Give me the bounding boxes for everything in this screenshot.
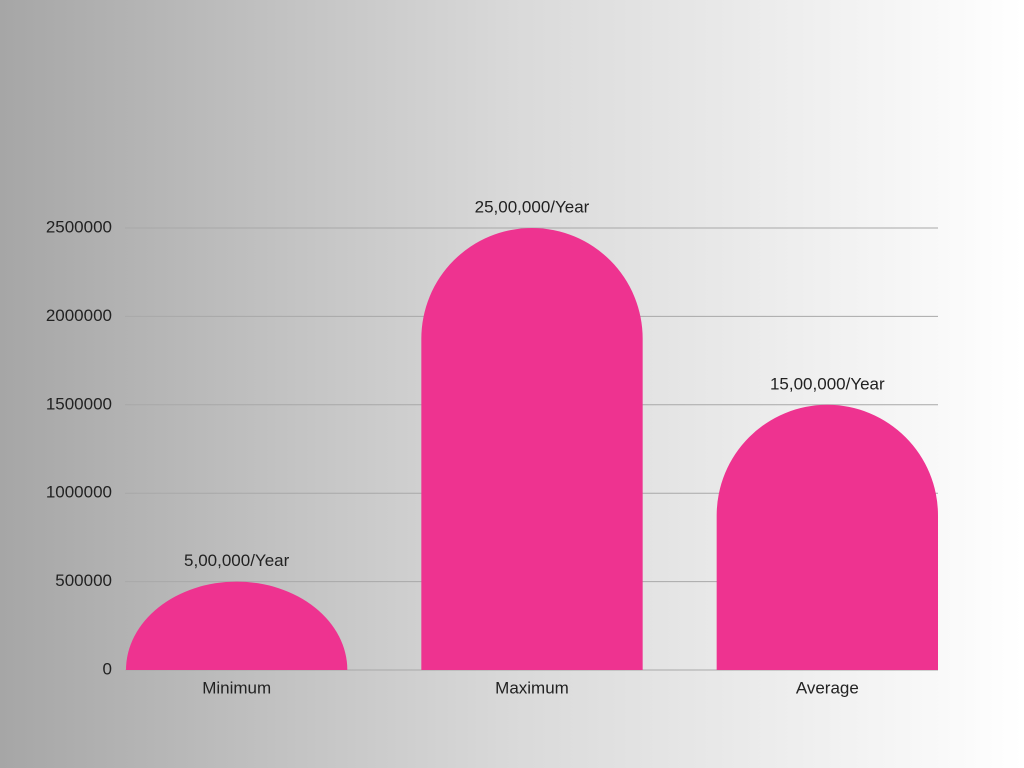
bar: [716, 404, 938, 670]
value-label: 5,00,000/Year: [184, 551, 290, 570]
value-label: 25,00,000/Year: [475, 197, 590, 216]
bar: [421, 228, 643, 670]
y-tick-label: 500000: [55, 571, 112, 590]
y-tick-label: 1500000: [46, 394, 112, 413]
y-tick-label: 2000000: [46, 306, 112, 325]
x-tick-label: Maximum: [495, 678, 569, 697]
value-label: 15,00,000/Year: [770, 374, 885, 393]
y-tick-label: 2500000: [46, 217, 112, 236]
y-tick-label: 1000000: [46, 483, 112, 502]
bar: [126, 581, 348, 670]
x-tick-label: Average: [796, 678, 859, 697]
y-tick-label: 0: [103, 659, 112, 678]
x-tick-label: Minimum: [202, 678, 271, 697]
